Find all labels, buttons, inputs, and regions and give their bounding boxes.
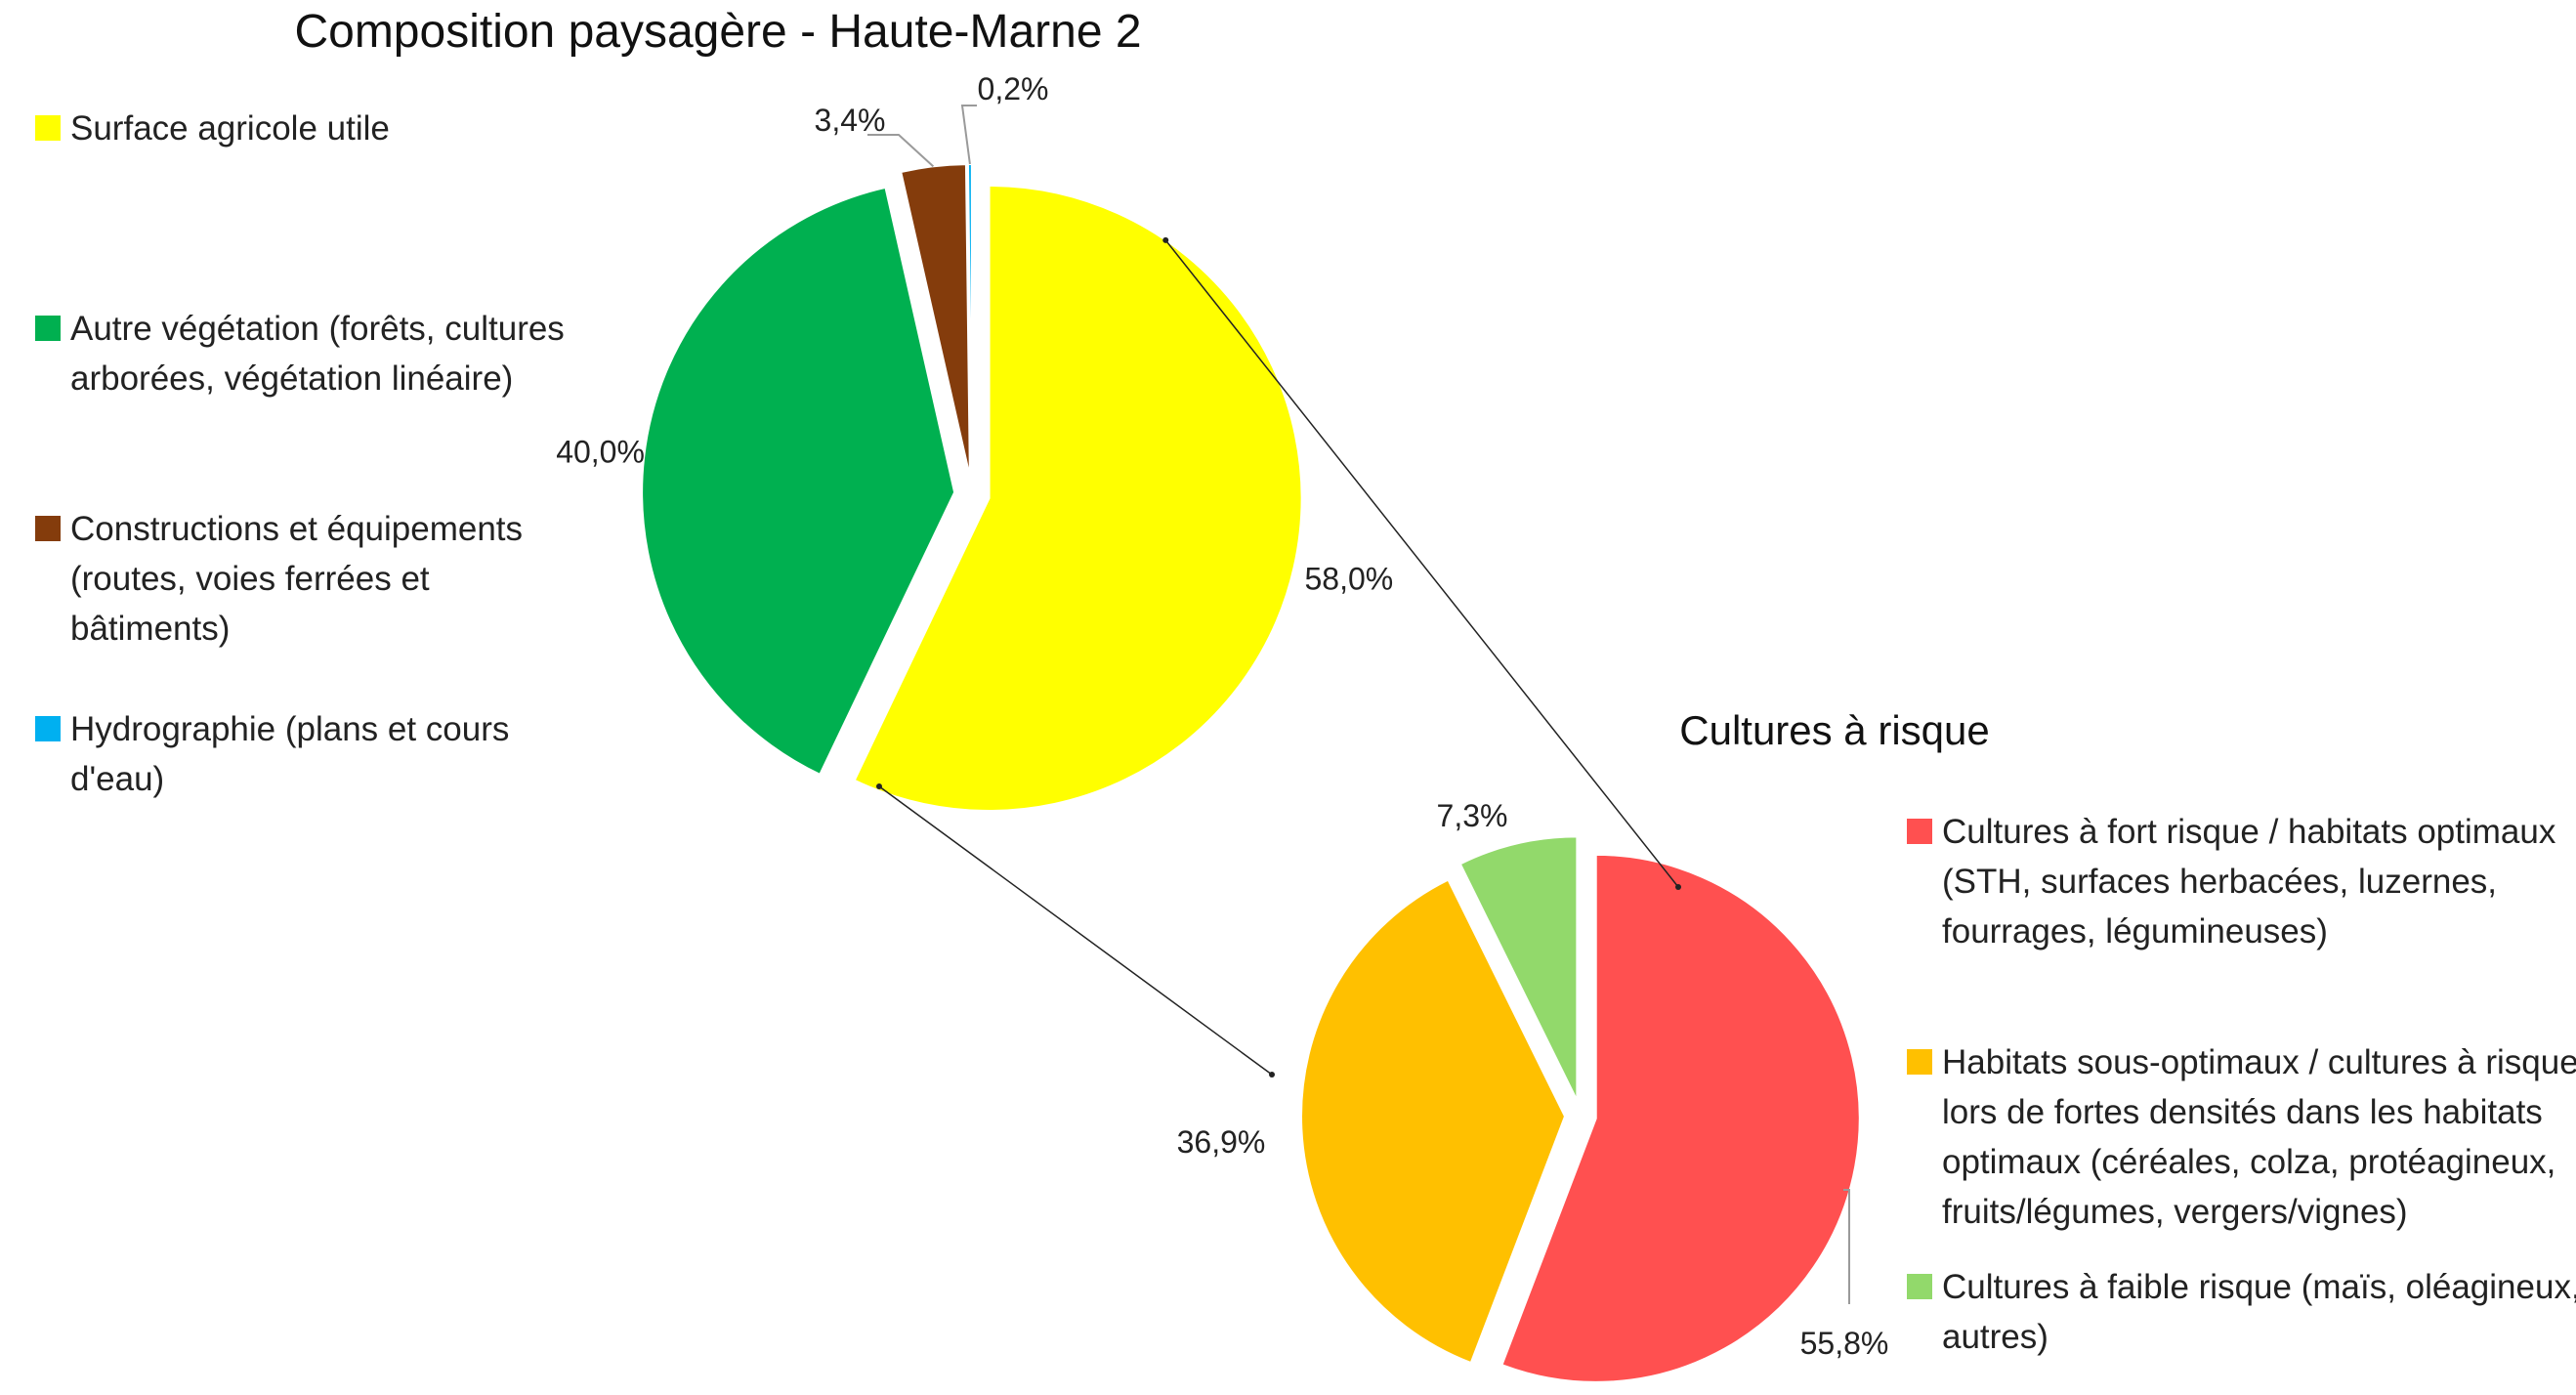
- slice-cultures-a-faible-risque-mais-oleagineux: [1458, 835, 1579, 1101]
- legend-label-line: arborées, végétation linéaire): [70, 359, 514, 398]
- legend-label-line: fourrages, légumineuses): [1942, 912, 2328, 951]
- legend-label-line: Surface agricole utile: [70, 109, 390, 148]
- slice-cultures-a-fort-risque-habitats-optimaux: [1500, 853, 1861, 1383]
- legend-label-line: optimaux (céréales, colza, protéagineux,: [1942, 1143, 2556, 1181]
- data-label-cultures-a-fort-risque-habitats-optimaux: 55,8%: [1800, 1326, 1889, 1361]
- slice-habitats-sous-optimaux-cultures-a-risque: [1300, 878, 1567, 1365]
- legend-label: Habitats sous-optimaux / cultures à risq…: [1942, 1037, 2576, 1237]
- legend-label-line: Constructions et équipements: [70, 510, 524, 548]
- pie-composition: 58,0% 40,0% 3,4% 0,2%: [556, 71, 1393, 812]
- slice-surface-agricole-utile: [853, 184, 1303, 812]
- slice-constructions-et-equipements-routes-voie: [900, 163, 971, 478]
- legend-label-line: (STH, surfaces herbacées, luzernes,: [1942, 863, 2498, 901]
- slice-autre-vegetation-forets-cultures-arboree: [641, 186, 956, 777]
- legend-item-cultures-a-fort-risque-habitats-optimaux: Cultures à fort risque / habitats optima…: [1907, 807, 2555, 956]
- data-label-habitats-sous-optimaux-cultures-a-risque: 36,9%: [1177, 1124, 1266, 1160]
- connector-bottom-end-dot: [1269, 1072, 1275, 1078]
- legend-item-autre-vegetation-forets-cultures-arboree: Autre végétation (forêts, cultures arboré…: [35, 304, 565, 403]
- legend-swatch: [35, 516, 61, 541]
- legend-label-line: fruits/légumes, vergers/vignes): [1942, 1193, 2408, 1231]
- chart-title-composition: Composition paysagère - Haute-Marne 2: [294, 6, 1141, 58]
- legend-label-line: autres): [1942, 1318, 2048, 1356]
- legend-label: Autre végétation (forêts, cultures arboré…: [70, 304, 565, 403]
- connector-bottom: [878, 785, 1273, 1076]
- legend-swatch: [35, 716, 61, 741]
- legend-label: Hydrographie (plans et cours d'eau): [70, 704, 509, 804]
- legend-item-surface-agricole-utile: Surface agricole utile: [35, 104, 390, 153]
- legend-swatch: [35, 115, 61, 141]
- legend-label-line: Hydrographie (plans et cours: [70, 710, 510, 748]
- connector-top-end-dot: [1675, 884, 1681, 890]
- legend-swatch: [1907, 1049, 1932, 1075]
- connector-bottom-start-dot: [876, 783, 882, 789]
- legend-swatch: [35, 316, 61, 341]
- legend-label: Cultures à fort risque / habitats optima…: [1942, 807, 2555, 956]
- legend-label-line: Autre végétation (forêts, cultures: [70, 310, 565, 348]
- data-label-hydrographie-plans-et-cours-d-eau: 0,2%: [978, 71, 1049, 106]
- chart-title-cultures: Cultures à risque: [1679, 707, 1989, 753]
- connector-lines: [876, 236, 1681, 1078]
- data-label-surface-agricole-utile: 58,0%: [1304, 561, 1393, 596]
- connector-top-start-dot: [1162, 236, 1169, 243]
- legend-label-line: bâtiments): [70, 610, 231, 648]
- data-label-constructions-et-equipements-routes-voie: 3,4%: [815, 103, 886, 138]
- legend-label: Surface agricole utile: [70, 104, 390, 153]
- legend-item-constructions-et-equipements-routes-voie: Constructions et équipements (routes, voi…: [35, 504, 523, 654]
- connector-top: [1164, 239, 1679, 888]
- legend-label-line: Cultures à fort risque / habitats optima…: [1942, 813, 2556, 851]
- legend-swatch: [1907, 1274, 1932, 1299]
- leader-line-hydrographie: [960, 105, 977, 165]
- legend-label-line: Habitats sous-optimaux / cultures à risq…: [1942, 1043, 2576, 1081]
- legend-item-hydrographie-plans-et-cours-d-eau: Hydrographie (plans et cours d'eau): [35, 704, 509, 804]
- legend-label-line: d'eau): [70, 760, 165, 798]
- legend-swatch: [1907, 819, 1932, 844]
- leader-line-constructions: [867, 134, 935, 168]
- legend-label-line: lors de fortes densités dans les habitat…: [1942, 1093, 2543, 1131]
- legend-label-line: (routes, voies ferrées et: [70, 560, 430, 598]
- leader-line-fort-risque: [1843, 1189, 1850, 1304]
- data-label-cultures-a-faible-risque-mais-oleagineux: 7,3%: [1437, 798, 1508, 833]
- legend-label: Cultures à faible risque (maïs, oléagine…: [1942, 1262, 2576, 1362]
- legend-item-habitats-sous-optimaux-cultures-a-risque: Habitats sous-optimaux / cultures à risq…: [1907, 1037, 2576, 1237]
- legend-item-cultures-a-faible-risque-mais-oleagineux: Cultures à faible risque (maïs, oléagine…: [1907, 1262, 2576, 1362]
- pie-cultures: 55,8% 36,9% 7,3%: [1177, 798, 1889, 1383]
- data-label-autre-vegetation-forets-cultures-arboree: 40,0%: [556, 434, 645, 469]
- legend-label: Constructions et équipements (routes, voi…: [70, 504, 523, 654]
- legend-label-line: Cultures à faible risque (maïs, oléagine…: [1942, 1268, 2576, 1306]
